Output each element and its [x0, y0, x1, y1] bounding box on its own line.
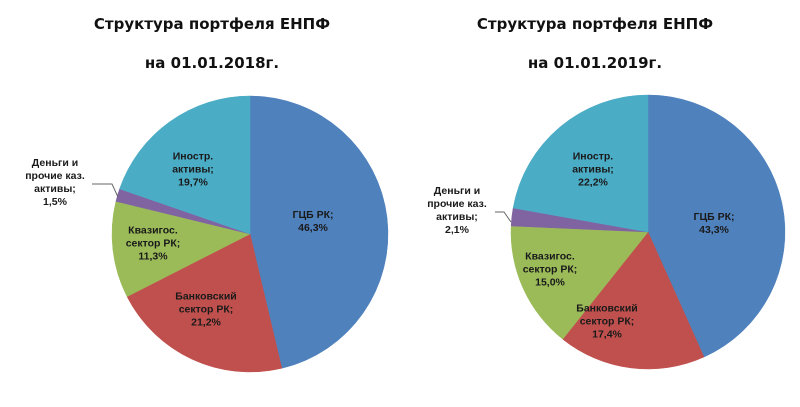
pie-slice [647, 94, 786, 358]
slice-value: 17,4% [592, 328, 622, 341]
chart-2019: Структура портфеля ЕНПФ на 01.01.2019г. … [400, 0, 800, 407]
slice-name: Деньги и [31, 157, 79, 169]
slice-name: Квазигос. [525, 250, 575, 263]
slice-name: сектор РК; [579, 315, 635, 328]
slice-name: активы; [172, 163, 214, 176]
chart-title: Структура портфеля ЕНПФ [93, 15, 331, 33]
slice-name: ГЦБ РК; [693, 211, 735, 223]
leader-line [92, 183, 119, 198]
slice-label: Квазигос. сектор РК; 11,3% [126, 225, 181, 264]
slice-label: Банковский сектор РК; 21,2% [175, 291, 236, 330]
slice-label: Деньги и прочие каз. активы; 1,5% [25, 157, 85, 209]
slice-label: Квазигос. сектор РК; 15,0% [523, 251, 578, 290]
pie-slice [512, 94, 649, 233]
slice-name: Банковский [175, 290, 237, 303]
slice-value: 15,0% [535, 276, 565, 289]
slice-label: Банковский сектор РК; 17,4% [576, 303, 637, 342]
slice-name: Иностр. [172, 150, 214, 163]
slice-name: прочие каз. [25, 170, 85, 182]
slice-value: 1,5% [43, 196, 67, 208]
slice-value: 43,3% [699, 224, 729, 236]
slice-value: 22,2% [578, 176, 608, 189]
slice-name: ГЦБ РК; [292, 209, 334, 221]
slice-label: ГЦБ РК; 46,3% [293, 209, 334, 235]
slice-label: ГЦБ РК; 43,3% [694, 211, 735, 237]
pie-slice [111, 201, 251, 297]
leader-line [495, 211, 512, 223]
slice-value: 19,7% [178, 176, 208, 189]
slice-label: Иностр. активы; 19,7% [172, 151, 214, 190]
pie-slice [562, 231, 705, 370]
pie-slice [126, 233, 283, 373]
slice-name: Квазигос. [128, 224, 178, 237]
chart-2018: Структура портфеля ЕНПФ на 01.01.2018г. … [25, 15, 389, 373]
slice-name: активы; [572, 163, 614, 176]
pie-chart-2019 [495, 94, 786, 370]
slice-label: Деньги и прочие каз. активы; 2,1% [427, 185, 487, 237]
pie-slice [119, 95, 251, 235]
chart-subtitle: на 01.01.2019г. [527, 54, 663, 72]
slice-value: 21,2% [191, 316, 221, 329]
pie-chart-2018 [92, 95, 389, 373]
slice-value: 46,3% [298, 222, 328, 234]
slice-name: сектор РК; [178, 303, 234, 316]
slice-value: 2,1% [445, 224, 469, 236]
slice-name: Деньги и [433, 185, 481, 197]
slice-name: сектор РК; [522, 263, 578, 276]
slice-name: Иностр. [572, 150, 614, 163]
slice-label: Иностр. активы; 22,2% [572, 151, 614, 190]
chart-title: Структура портфеля ЕНПФ [476, 15, 714, 33]
pie-slice [249, 95, 389, 369]
slice-name: активы; [34, 183, 76, 195]
slice-value: 11,3% [138, 250, 168, 263]
slice-name: Банковский [576, 302, 638, 315]
slice-name: прочие каз. [427, 198, 487, 210]
pie-slice [510, 225, 649, 340]
chart-subtitle: на 01.01.2018г. [144, 54, 280, 72]
slice-name: активы; [436, 211, 478, 223]
slice-name: сектор РК; [125, 237, 181, 250]
